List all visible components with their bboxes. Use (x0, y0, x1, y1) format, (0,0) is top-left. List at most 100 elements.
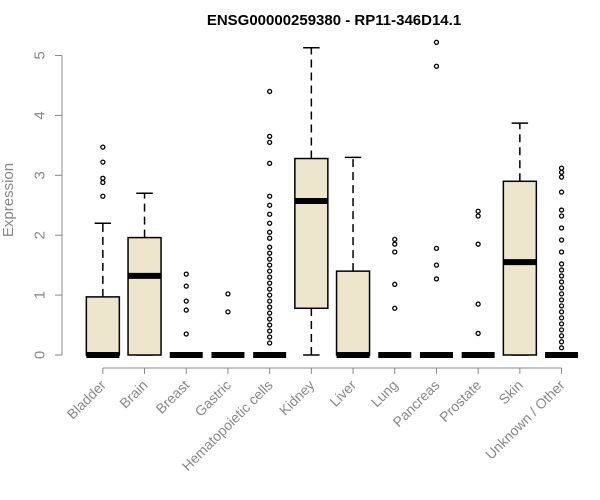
outlier-point (266, 286, 273, 292)
x-tick-label: Lung (368, 377, 401, 410)
outlier-point (433, 276, 440, 282)
outlier-point (475, 241, 481, 247)
outlier-point (558, 207, 565, 213)
outlier-point (475, 208, 481, 214)
outlier-point (558, 249, 565, 255)
outlier-point (183, 298, 189, 304)
y-tick-label: 4 (32, 111, 49, 119)
box-hematopoietic-cells (253, 88, 287, 358)
outlier-point (558, 303, 565, 309)
outlier-point (266, 316, 273, 322)
x-tick-label: Kidney (276, 377, 318, 419)
outlier-point (558, 225, 565, 231)
x-tick-label: Liver (326, 377, 359, 410)
outlier-point (183, 271, 189, 277)
outlier-point (266, 292, 273, 298)
y-tick-label: 3 (32, 171, 49, 179)
outlier-point (266, 328, 273, 334)
box-gastric (211, 291, 245, 358)
outlier-point (558, 345, 565, 351)
box-iqr (502, 180, 538, 356)
outlier-point (266, 334, 273, 340)
outlier-point (266, 274, 273, 280)
outlier-point (100, 144, 106, 150)
outlier-point (558, 339, 565, 345)
outlier-point (433, 63, 440, 69)
outlier-point (266, 220, 273, 226)
box-bladder (85, 144, 121, 358)
box-iqr (127, 236, 162, 356)
outlier-point (558, 165, 565, 171)
outlier-point (558, 315, 565, 321)
outlier-point (433, 245, 440, 252)
plot-area (85, 39, 579, 358)
outlier-point (266, 244, 273, 250)
outlier-point (266, 133, 273, 140)
outlier-point (558, 333, 565, 339)
box-lung (378, 236, 412, 358)
outlier-point (558, 297, 565, 303)
outlier-point (266, 322, 273, 328)
outlier-point (558, 169, 565, 175)
outlier-point (558, 327, 565, 333)
outlier-point (392, 236, 398, 243)
x-tick-label: Prostate (436, 377, 484, 425)
outlier-point (392, 241, 398, 247)
outlier-point (100, 175, 106, 181)
outlier-point (225, 291, 231, 297)
outlier-point (558, 174, 565, 180)
y-tick-label: 0 (32, 351, 49, 359)
outlier-point (392, 281, 398, 287)
outlier-point (475, 330, 481, 337)
outlier-point (558, 261, 565, 267)
outlier-point (266, 193, 273, 199)
box-iqr (85, 296, 121, 356)
y-axis: 0 1 2 3 4 5 (32, 51, 63, 359)
outlier-point (558, 321, 565, 327)
outlier-point (558, 273, 565, 279)
outlier-point (475, 213, 481, 219)
outlier-point (225, 309, 231, 315)
outlier-point (558, 279, 565, 285)
outlier-point (100, 193, 106, 199)
x-tick-label: Bladder (64, 377, 110, 423)
outlier-point (266, 268, 273, 274)
outlier-point (266, 88, 273, 95)
outlier-point (266, 235, 273, 241)
outlier-point (558, 285, 565, 291)
outlier-point (266, 262, 273, 268)
x-tick-label: Unknown / Other (482, 377, 568, 463)
outlier-point (266, 139, 273, 146)
x-tick-label: Skin (495, 377, 526, 408)
outlier-point (266, 211, 273, 217)
box-unknown-other (545, 165, 579, 358)
box-skin (502, 122, 538, 356)
chart-title: ENSG00000259380 - RP11-346D14.1 (207, 12, 461, 29)
outlier-point (433, 39, 440, 45)
box-iqr (294, 157, 329, 310)
outlier-point (266, 310, 273, 316)
box-iqr (335, 270, 371, 356)
box-kidney (294, 46, 329, 356)
outlier-point (558, 291, 565, 297)
outlier-point (266, 304, 273, 310)
outlier-point (100, 159, 106, 165)
y-tick-label: 5 (32, 51, 49, 59)
outlier-point (433, 262, 440, 268)
outlier-point (266, 250, 273, 256)
outlier-point (392, 249, 398, 255)
outlier-point (100, 179, 106, 186)
box-pancreas (419, 39, 453, 358)
outlier-point (266, 298, 273, 304)
outlier-point (475, 301, 481, 307)
x-tick-label: Breast (152, 377, 192, 417)
box-prostate (461, 208, 495, 358)
outlier-point (266, 340, 273, 346)
y-tick-label: 2 (32, 231, 49, 239)
outlier-point (266, 160, 273, 166)
y-tick-label: 1 (32, 291, 49, 299)
outlier-point (558, 213, 565, 219)
outlier-point (266, 256, 273, 262)
box-breast (169, 271, 203, 358)
